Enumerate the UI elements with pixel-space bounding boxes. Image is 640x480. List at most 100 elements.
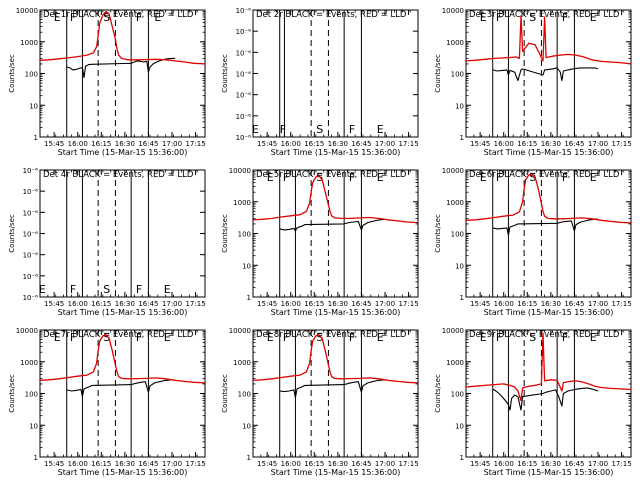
x-tick-label: 17:00 [162, 460, 182, 468]
y-tick-label: 100 [25, 71, 38, 79]
x-tick-label: 16:15 [91, 140, 111, 148]
y-tick-label: 10000 [16, 7, 38, 15]
x-tick-label: 16:15 [304, 140, 324, 148]
y-axis-label: Counts/sec [8, 214, 16, 253]
x-tick-label: 16:15 [91, 300, 111, 308]
y-tick-label: 10 [29, 422, 38, 430]
y-tick-label: 10000 [16, 327, 38, 335]
panel-title: Det 2r BLACK = Events, RED = LLD [256, 10, 407, 20]
x-tick-label: 16:15 [304, 300, 324, 308]
x-axis-label: Start Time (15-Mar-15 15:36:00) [58, 148, 188, 157]
y-tick-label: 10⁻⁶ [236, 28, 252, 36]
series-line-events [279, 379, 386, 399]
x-tick-label: 17:15 [398, 300, 418, 308]
y-tick-label: 1000 [446, 39, 464, 47]
x-tick-label: 16:45 [351, 140, 371, 148]
x-tick-label: 17:15 [185, 140, 205, 148]
x-tick-label: 17:15 [398, 460, 418, 468]
x-tick-label: 16:00 [281, 300, 301, 308]
x-tick-label: 16:00 [281, 460, 301, 468]
y-tick-label: 10⁻⁶ [23, 231, 39, 239]
x-tick-label: 16:45 [564, 300, 584, 308]
x-tick-label: 17:15 [398, 140, 418, 148]
period-label-e: E [590, 331, 597, 344]
x-tick-label: 15:45 [44, 300, 64, 308]
period-label-f: F [496, 331, 502, 344]
x-tick-label: 17:00 [375, 140, 395, 148]
y-tick-label: 10⁻⁶ [236, 49, 252, 57]
period-label-e: E [154, 11, 161, 24]
y-tick-label: 1 [247, 294, 251, 302]
x-axis-label: Start Time (15-Mar-15 15:36:00) [271, 468, 401, 477]
period-label-s: S [316, 331, 323, 344]
series-line-events [66, 57, 176, 79]
x-tick-label: 16:45 [351, 460, 371, 468]
x-tick-label: 16:15 [304, 460, 324, 468]
y-tick-label: 10000 [229, 327, 251, 335]
y-tick-label: 1000 [20, 39, 38, 47]
x-tick-label: 16:15 [517, 300, 537, 308]
period-label-f: F [136, 283, 142, 296]
x-tick-label: 16:15 [517, 140, 537, 148]
x-tick-label: 17:15 [185, 460, 205, 468]
x-tick-label: 15:45 [44, 460, 64, 468]
period-label-e: E [54, 331, 61, 344]
panel-title: Det 3r BLACK = Events, RED = LLD [469, 10, 620, 20]
x-tick-label: 17:00 [375, 460, 395, 468]
x-tick-label: 17:15 [611, 460, 631, 468]
y-tick-label: 10⁻⁶ [236, 134, 252, 142]
y-tick-label: 100 [238, 231, 251, 239]
x-tick-label: 17:00 [375, 300, 395, 308]
plot-frame [252, 329, 419, 458]
y-tick-label: 10000 [442, 7, 464, 15]
x-axis-label: Start Time (15-Mar-15 15:36:00) [484, 308, 614, 317]
period-label-f: F [496, 11, 502, 24]
x-tick-label: 16:30 [541, 460, 561, 468]
panel-title: Det 8r BLACK = Events, RED = LLD [256, 330, 407, 340]
period-label-f: F [496, 171, 502, 184]
series-line-lld [252, 175, 419, 224]
x-axis-label: Start Time (15-Mar-15 15:36:00) [484, 148, 614, 157]
y-tick-label: 10⁻⁶ [23, 167, 39, 175]
period-label-f: F [70, 283, 76, 296]
x-tick-label: 16:00 [68, 140, 88, 148]
y-tick-label: 10⁻⁶ [236, 92, 252, 100]
panel-title: Det 5r BLACK = Events, RED = LLD [256, 170, 407, 180]
series-line-events [492, 218, 599, 236]
y-tick-label: 10 [242, 422, 251, 430]
period-label-s: S [103, 331, 110, 344]
series-line-lld [465, 332, 632, 402]
x-axis-label: Start Time (15-Mar-15 15:36:00) [484, 468, 614, 477]
y-tick-label: 1 [460, 134, 464, 142]
y-axis-label: Counts/sec [434, 374, 442, 413]
y-tick-label: 10⁻⁶ [236, 113, 252, 121]
y-tick-label: 10000 [442, 167, 464, 175]
x-tick-label: 16:30 [115, 460, 135, 468]
y-tick-label: 1 [247, 454, 251, 462]
x-tick-label: 16:45 [138, 140, 158, 148]
x-tick-label: 15:45 [257, 460, 277, 468]
x-tick-label: 17:00 [588, 300, 608, 308]
y-tick-label: 10⁻⁶ [23, 209, 39, 217]
period-label-f: F [562, 171, 568, 184]
series-line-lld [39, 10, 206, 65]
x-axis-label: Start Time (15-Mar-15 15:36:00) [271, 308, 401, 317]
series-line-lld [465, 173, 632, 224]
x-tick-label: 15:45 [470, 140, 490, 148]
period-label-e: E [480, 11, 487, 24]
period-label-e: E [590, 171, 597, 184]
period-label-e: E [252, 123, 259, 136]
x-tick-label: 16:30 [541, 140, 561, 148]
y-axis-label: Counts/sec [8, 374, 16, 413]
period-label-f: F [70, 331, 76, 344]
y-axis-label: Counts/sec [221, 214, 229, 253]
x-tick-label: 15:45 [257, 140, 277, 148]
period-label-e: E [164, 283, 171, 296]
period-label-f: F [136, 331, 142, 344]
period-label-f: F [349, 123, 355, 136]
